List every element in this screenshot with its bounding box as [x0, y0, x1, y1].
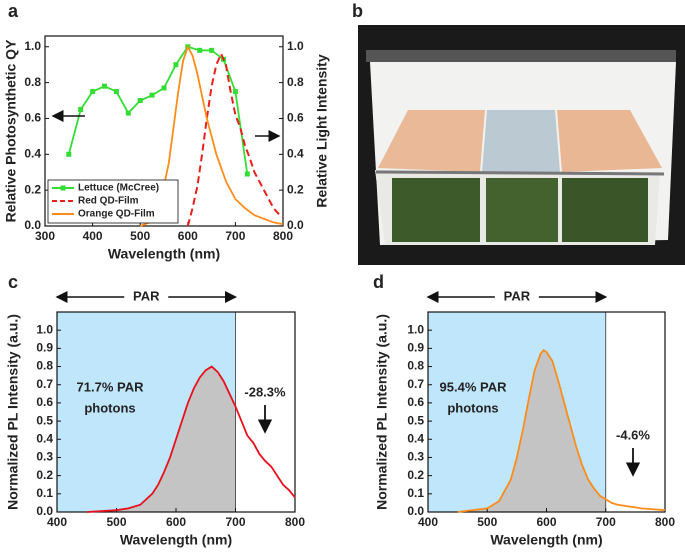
y2-tick-label: 0.8	[287, 75, 304, 89]
y2-tick-label: 1.0	[287, 39, 304, 53]
y-tick-label: 0.3	[407, 450, 424, 464]
x-tick-label: 400	[418, 515, 438, 529]
par-label-bg	[124, 288, 169, 306]
y-tick-label: 0.8	[407, 359, 424, 373]
series-marker	[102, 83, 107, 89]
x-tick-label: 800	[273, 229, 293, 243]
annotation: 71.7% PAR	[77, 379, 145, 394]
annotation: -4.6%	[616, 427, 650, 442]
y-tick-label: 0.6	[24, 111, 41, 125]
legend-label: Orange QD-Film	[78, 209, 155, 220]
x-tick-label: 800	[285, 515, 305, 529]
photo	[358, 25, 685, 265]
x-tick-label: 800	[655, 515, 675, 529]
y2-tick-label: 0.4	[287, 146, 304, 160]
series-marker	[90, 89, 96, 95]
series-line	[457, 349, 666, 513]
par-area	[457, 350, 606, 512]
series-marker	[137, 98, 143, 104]
annotation: -28.3%	[244, 384, 286, 399]
y-tick-label: 0.8	[24, 75, 41, 89]
par-area	[86, 366, 236, 512]
y-tick-label: 0.8	[36, 359, 53, 373]
series-marker	[113, 89, 119, 95]
y-tick-label: 0.1	[36, 486, 53, 500]
y-tick-label: 0.9	[36, 341, 53, 355]
y-tick-label: 0.2	[407, 468, 424, 482]
series-marker	[125, 110, 131, 116]
y-tick-label: 0.1	[407, 486, 424, 500]
annotation: photons	[447, 400, 498, 415]
x-tick-label: 500	[477, 515, 497, 529]
y-axis-label: Relative Photosynthetic QY	[3, 39, 19, 222]
y2-axis-label: Relative Light Intensity	[314, 54, 330, 207]
par-label: PAR	[504, 288, 531, 303]
y-tick-label: 1.0	[24, 39, 41, 53]
par-label-bg	[494, 288, 539, 306]
y-tick-label: 0.5	[407, 413, 424, 427]
y-tick-label: 0.7	[36, 377, 53, 391]
series-marker	[232, 89, 238, 95]
series-line	[86, 365, 296, 513]
series-line	[139, 44, 284, 227]
series-marker	[66, 151, 72, 157]
panel-label: c	[8, 272, 18, 292]
series-marker	[197, 47, 203, 53]
y-tick-label: 0.0	[24, 218, 41, 232]
y-tick-label: 1.0	[36, 322, 53, 336]
annotation: photons	[84, 400, 135, 415]
x-tick-label: 400	[47, 515, 67, 529]
y-tick-label: 0.2	[36, 468, 53, 482]
par-label: PAR	[133, 288, 160, 303]
x-tick-label: 500	[130, 229, 150, 243]
series-line	[67, 45, 249, 175]
y-tick-label: 0.4	[24, 146, 41, 160]
x-axis-label: Wavelength (nm)	[120, 532, 232, 548]
y-tick-label: 0.4	[407, 431, 424, 445]
legend-label: Red QD-Film	[78, 196, 139, 207]
y-tick-label: 0.6	[36, 395, 53, 409]
x-tick-label: 500	[106, 515, 126, 529]
series-marker	[78, 106, 84, 112]
series-marker	[149, 92, 155, 98]
x-tick-label: 600	[178, 229, 198, 243]
panel-label: a	[8, 1, 19, 21]
panel-label: d	[373, 272, 384, 292]
x-tick-label: 700	[225, 229, 245, 243]
x-tick-label: 600	[536, 515, 556, 529]
x-axis-label: Wavelength (nm)	[490, 532, 602, 548]
legend-label: Lettuce (McCree)	[78, 183, 159, 194]
series-marker	[161, 85, 167, 91]
y2-tick-label: 0.2	[287, 182, 304, 196]
y-tick-label: 0.5	[36, 413, 53, 427]
y-axis-label: Normalized PL Intensity (a.u.)	[5, 314, 21, 510]
y-tick-label: 0.3	[36, 450, 53, 464]
x-tick-label: 300	[35, 229, 55, 243]
y-tick-label: 0.6	[407, 395, 424, 409]
y-tick-label: 0.0	[407, 504, 424, 518]
series-marker	[209, 47, 215, 53]
x-tick-label: 700	[596, 515, 616, 529]
y-tick-label: 1.0	[407, 322, 424, 336]
y-axis-label: Normalized PL Intensity (a.u.)	[374, 314, 390, 510]
y-tick-label: 0.2	[24, 182, 41, 196]
x-tick-label: 700	[225, 515, 245, 529]
x-axis-label: Wavelength (nm)	[108, 246, 220, 262]
y-tick-label: 0.4	[36, 431, 53, 445]
x-tick-label: 400	[83, 229, 103, 243]
y2-tick-label: 0.6	[287, 111, 304, 125]
annotation: 95.4% PAR	[440, 379, 508, 394]
series-marker	[173, 62, 179, 68]
y-tick-label: 0.0	[36, 504, 53, 518]
series-marker	[244, 171, 250, 177]
x-tick-label: 600	[166, 515, 186, 529]
y2-tick-label: 0.0	[287, 218, 304, 232]
panel-label: b	[352, 1, 363, 21]
y-tick-label: 0.9	[407, 341, 424, 355]
plot-frame	[44, 35, 284, 227]
y-tick-label: 0.7	[407, 377, 424, 391]
legend-marker	[60, 185, 66, 191]
